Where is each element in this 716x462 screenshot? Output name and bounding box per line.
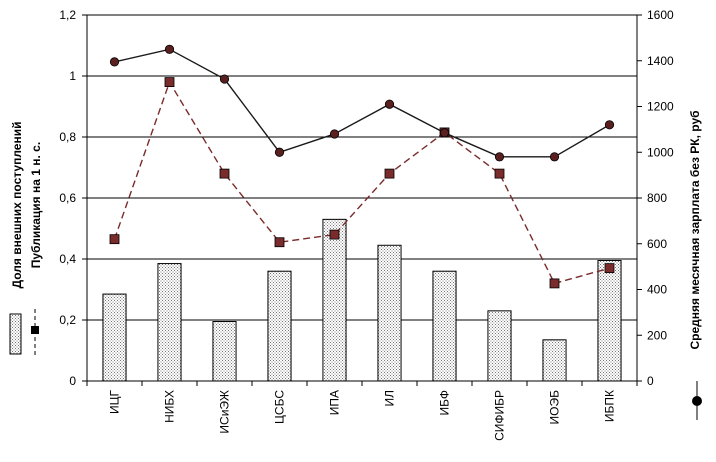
gridlines xyxy=(87,75,637,321)
solid-series-line xyxy=(114,48,610,158)
ticks: 0 0,2 0,4 0,6 0,8 1 1,2 0 200 400 600 800 1000 1200 14… xyxy=(59,8,674,441)
bar xyxy=(322,218,347,382)
circle-marker xyxy=(274,147,285,157)
x-tick-label: ЦСБС xyxy=(273,390,287,424)
circle-marker xyxy=(329,129,340,139)
x-tick-label: ИПА xyxy=(328,390,342,415)
x-tick-label: ИЦГ xyxy=(108,389,122,414)
right-axis-title: Средняя месячная зарплата без РК, руб xyxy=(688,110,702,349)
right-tick-label: 1400 xyxy=(647,54,674,68)
bar xyxy=(267,270,292,382)
x-tick-label: ИСиЭЖ xyxy=(218,390,232,434)
left-tick-label: 0 xyxy=(69,374,76,388)
circle-marker xyxy=(109,57,120,67)
bar xyxy=(377,244,402,382)
bar xyxy=(487,310,512,382)
circle-marker xyxy=(219,74,230,84)
lines xyxy=(109,44,615,289)
square-marker xyxy=(494,168,505,179)
right-legend xyxy=(692,381,702,420)
right-tick-label: 400 xyxy=(647,283,667,297)
left-axis-title-line1: Доля внешних поступлений xyxy=(10,122,24,289)
circle-marker xyxy=(494,152,505,162)
right-tick-label: 200 xyxy=(647,328,667,342)
x-tick-label: ИБФ xyxy=(438,390,452,416)
left-tick-label: 0,8 xyxy=(59,130,76,144)
left-tick-label: 0,4 xyxy=(59,252,76,266)
right-tick-label: 0 xyxy=(647,374,654,388)
square-marker xyxy=(329,229,340,240)
right-tick-label: 1000 xyxy=(647,145,674,159)
right-tick-label: 1600 xyxy=(647,8,674,22)
left-tick-label: 0,6 xyxy=(59,191,76,205)
circle-marker xyxy=(439,128,450,138)
bar xyxy=(157,263,182,382)
x-tick-label: НИБХ xyxy=(163,390,177,423)
square-marker xyxy=(219,168,230,179)
circle-marker xyxy=(549,152,560,162)
right-tick-label: 600 xyxy=(647,237,667,251)
bar xyxy=(542,339,567,382)
left-axis-title-line2: Публикация на 1 н. с. xyxy=(29,142,43,268)
legend-circle-marker xyxy=(692,396,702,406)
left-tick-label: 1 xyxy=(69,69,76,83)
circle-marker xyxy=(384,99,395,109)
legend-bar-swatch xyxy=(9,313,22,355)
x-tick-label: ИБПК xyxy=(603,390,617,422)
bars xyxy=(102,218,622,382)
square-marker xyxy=(384,168,395,179)
bar xyxy=(212,321,237,382)
left-legend xyxy=(9,309,39,357)
bar xyxy=(432,270,457,382)
x-tick-label: ИЛ xyxy=(383,390,397,407)
left-tick-label: 1,2 xyxy=(59,8,76,22)
square-marker xyxy=(164,77,175,87)
dashed-series-line xyxy=(113,80,610,285)
right-tick-label: 800 xyxy=(647,191,667,205)
square-marker xyxy=(109,234,120,245)
circle-marker xyxy=(164,44,175,54)
square-marker xyxy=(604,263,615,274)
square-marker xyxy=(549,278,560,289)
bar xyxy=(102,293,127,382)
x-tick-label: ИОЭБ xyxy=(548,390,562,425)
left-axis-title: Доля внешних поступлений Публикация на 1… xyxy=(10,122,43,289)
bar xyxy=(597,260,622,382)
x-tick-label: СИФИБР xyxy=(493,390,507,441)
left-tick-label: 0,2 xyxy=(59,313,76,327)
square-marker xyxy=(274,237,285,248)
legend-square-marker xyxy=(31,326,39,334)
circle-marker xyxy=(604,120,615,130)
right-tick-label: 1200 xyxy=(647,100,674,114)
